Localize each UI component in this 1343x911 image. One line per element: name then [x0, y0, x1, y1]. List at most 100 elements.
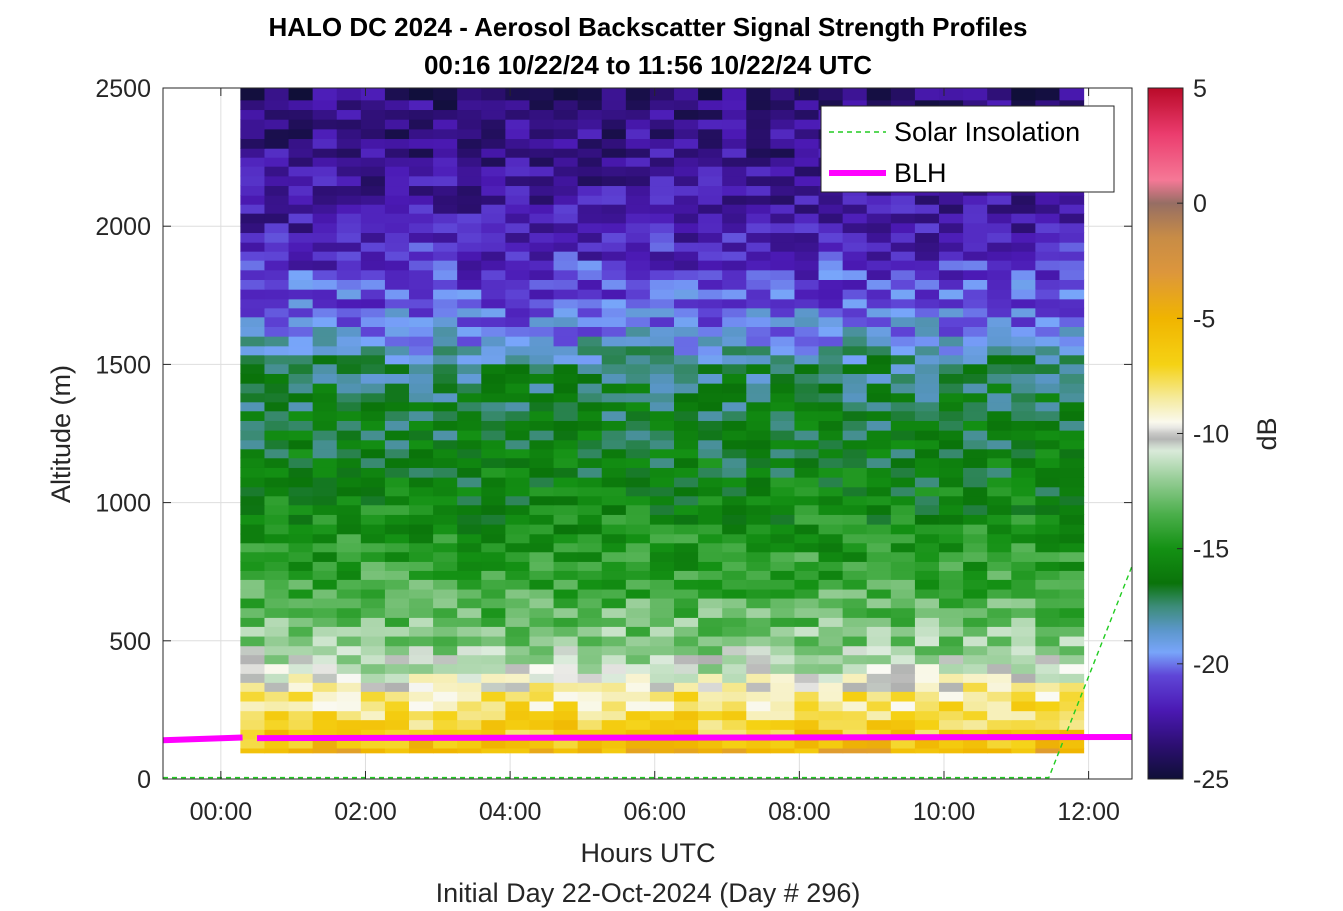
heatmap-cell: [288, 157, 314, 167]
heatmap-cell: [336, 551, 362, 562]
heatmap-cell: [698, 213, 723, 224]
heatmap-cell: [770, 597, 796, 609]
heatmap-cell: [890, 242, 916, 252]
heatmap-cell: [409, 166, 434, 177]
heatmap-cell: [312, 439, 338, 450]
heatmap-cell: [890, 289, 916, 300]
heatmap-cell: [698, 626, 723, 637]
heatmap-cell: [312, 213, 338, 224]
heatmap-cell: [794, 561, 820, 571]
heatmap-cell: [794, 175, 820, 187]
heatmap-cell: [649, 626, 675, 637]
heatmap-cell: [818, 316, 844, 327]
heatmap-cell: [649, 514, 675, 525]
heatmap-cell: [577, 354, 603, 365]
heatmap-cell: [288, 691, 314, 702]
heatmap-cell: [1035, 420, 1061, 431]
heatmap-cell: [939, 645, 964, 656]
heatmap-cell: [360, 175, 386, 187]
heatmap-cell: [1011, 307, 1036, 318]
heatmap-cell: [360, 392, 386, 403]
heatmap-cell: [409, 700, 434, 712]
heatmap-cell: [722, 700, 747, 712]
heatmap-cell: [939, 88, 964, 101]
heatmap-cell: [264, 524, 290, 535]
heatmap-cell: [288, 597, 314, 609]
heatmap-cell: [963, 99, 988, 111]
heatmap-cell: [336, 195, 362, 205]
heatmap-cell: [360, 486, 386, 497]
heatmap-cell: [1011, 448, 1036, 459]
heatmap-cell: [577, 626, 603, 637]
heatmap-cell: [312, 691, 338, 702]
heatmap-cell: [625, 457, 651, 468]
heatmap-cell: [674, 166, 699, 177]
heatmap-cell: [529, 251, 555, 261]
heatmap-cell: [312, 307, 338, 318]
heatmap-cell: [433, 457, 458, 468]
heatmap-cell: [505, 738, 531, 749]
heatmap-cell: [288, 514, 314, 525]
heatmap-cell: [601, 439, 627, 450]
heatmap-cell: [505, 663, 531, 674]
heatmap-cell: [649, 242, 675, 252]
heatmap-cell: [866, 326, 892, 337]
heatmap-cell: [649, 738, 675, 749]
heatmap-cell: [698, 570, 723, 580]
heatmap-cell: [481, 617, 506, 627]
heatmap-cell: [890, 719, 916, 730]
heatmap-cell: [264, 430, 290, 441]
heatmap-cell: [842, 607, 868, 618]
heatmap-cell: [384, 486, 410, 497]
heatmap-cell: [625, 533, 651, 544]
heatmap-cell: [1011, 232, 1036, 243]
heatmap-cell: [529, 289, 555, 300]
heatmap-cell: [746, 232, 771, 243]
heatmap-cell: [433, 128, 458, 140]
heatmap-cell: [746, 251, 771, 261]
heatmap-cell: [601, 138, 627, 149]
heatmap-cell: [1011, 691, 1036, 702]
heatmap-cell: [649, 719, 675, 730]
heatmap-cell: [360, 119, 386, 130]
heatmap-cell: [722, 533, 747, 544]
heatmap-cell: [625, 213, 651, 224]
heatmap-cell: [770, 260, 796, 271]
heatmap-cell: [649, 222, 675, 234]
heatmap-cell: [433, 645, 458, 656]
heatmap-cell: [649, 326, 675, 337]
heatmap-cell: [794, 570, 820, 580]
heatmap-cell: [505, 617, 531, 627]
heatmap-cell: [963, 570, 988, 580]
heatmap-cell: [818, 439, 844, 450]
heatmap-cell: [842, 700, 868, 712]
heatmap-cell: [481, 570, 506, 580]
heatmap-cell: [409, 607, 434, 618]
heatmap-cell: [529, 719, 555, 730]
heatmap-cell: [240, 119, 266, 130]
heatmap-cell: [336, 148, 362, 158]
heatmap-cell: [601, 269, 627, 280]
heatmap-cell: [625, 128, 651, 140]
heatmap-cell: [770, 738, 796, 749]
heatmap-cell: [433, 430, 458, 441]
heatmap-cell: [963, 504, 988, 515]
heatmap-cell: [336, 457, 362, 468]
heatmap-cell: [409, 383, 434, 394]
heatmap-cell: [674, 204, 699, 214]
heatmap-cell: [505, 260, 531, 271]
heatmap-cell: [457, 597, 482, 609]
heatmap-cell: [770, 166, 796, 177]
heatmap-cell: [1035, 682, 1061, 692]
heatmap-cell: [384, 700, 410, 712]
heatmap-cell: [649, 533, 675, 544]
heatmap-cell: [770, 213, 796, 224]
heatmap-cell: [987, 588, 1012, 599]
heatmap-cell: [360, 88, 386, 101]
heatmap-cell: [625, 635, 651, 647]
heatmap-cell: [433, 570, 458, 580]
heatmap-cell: [987, 467, 1012, 478]
heatmap-cell: [625, 383, 651, 394]
heatmap-cell: [553, 279, 579, 290]
heatmap-cell: [1059, 316, 1085, 327]
